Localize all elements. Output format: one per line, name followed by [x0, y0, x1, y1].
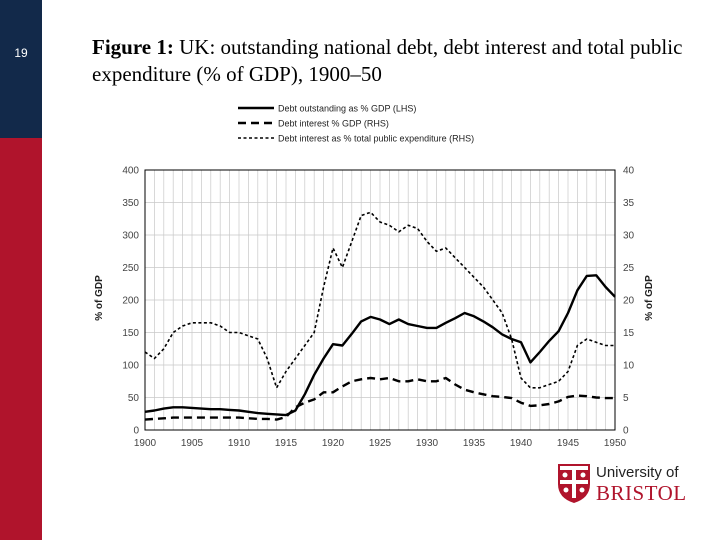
y-tick-label-left: 200: [122, 296, 139, 307]
chart-ticks: 0 50 100 150 200 250 300 350 400 0 5 10 15 20 25 30 35 40…: [122, 166, 634, 450]
slide-number: 19: [14, 46, 28, 60]
y-tick-label-right: 35: [623, 198, 635, 209]
x-tick-label: 1935: [463, 438, 486, 449]
legend-label: Debt interest as % total public expendit…: [278, 134, 474, 144]
y-tick-label-right: 30: [623, 231, 635, 242]
chart-grid: [144, 169, 616, 431]
logo-line2: BRISTOL: [596, 481, 687, 505]
y-tick-label-left: 400: [122, 166, 139, 177]
logo-line1: University of: [596, 464, 679, 481]
plot-frame: [144, 169, 616, 431]
sidebar-top-band: [0, 0, 42, 138]
y-tick-label-left: 50: [128, 393, 140, 404]
series-line: [144, 274, 616, 417]
chart-axes: [144, 169, 616, 431]
y-tick-label-right: 5: [623, 393, 629, 404]
y-tick-label-right: 40: [623, 166, 635, 177]
x-tick-label: 1920: [322, 438, 345, 449]
y-tick-label-right: 0: [623, 426, 629, 437]
legend-label: Debt interest % GDP (RHS): [278, 119, 389, 129]
x-tick-label: 1945: [557, 438, 580, 449]
x-tick-label: 1950: [604, 438, 627, 449]
y-tick-label-right: 10: [623, 361, 635, 372]
slide-title-label: Figure 1:: [92, 35, 174, 59]
x-tick-label: 1915: [275, 438, 298, 449]
y-tick-label-left: 250: [122, 263, 139, 274]
series-line: [144, 211, 615, 389]
sidebar-bottom-band: [0, 138, 42, 540]
university-logo: University of BRISTOL: [556, 462, 686, 506]
x-tick-label: 1900: [134, 438, 157, 449]
y-tick-label-left: 150: [122, 328, 139, 339]
x-tick-label: 1910: [228, 438, 251, 449]
debt-chart: Debt outstanding as % GDP (LHS) Debt inte…: [94, 104, 655, 450]
y-axis-label-right: % of GDP: [644, 275, 655, 321]
y-tick-label-right: 25: [623, 263, 635, 274]
chart-legend: Debt outstanding as % GDP (LHS) Debt inte…: [238, 104, 474, 144]
x-tick-label: 1930: [416, 438, 439, 449]
x-tick-label: 1925: [369, 438, 392, 449]
y-axis-label-left: % of GDP: [94, 275, 105, 321]
x-tick-label: 1940: [510, 438, 533, 449]
y-tick-label-left: 0: [133, 426, 139, 437]
y-tick-label-right: 15: [623, 328, 635, 339]
y-tick-label-left: 350: [122, 198, 139, 209]
y-tick-label-right: 20: [623, 296, 635, 307]
chart-lines: [144, 211, 616, 421]
series-line: [144, 376, 615, 421]
x-tick-label: 1905: [181, 438, 204, 449]
crest-icon: [558, 464, 590, 503]
slide-title: Figure 1: UK: outstanding national debt,…: [92, 34, 702, 88]
y-tick-label-left: 300: [122, 231, 139, 242]
y-tick-label-left: 100: [122, 361, 139, 372]
slide-title-text: UK: outstanding national debt, debt inte…: [92, 35, 683, 86]
legend-label: Debt outstanding as % GDP (LHS): [278, 104, 416, 114]
